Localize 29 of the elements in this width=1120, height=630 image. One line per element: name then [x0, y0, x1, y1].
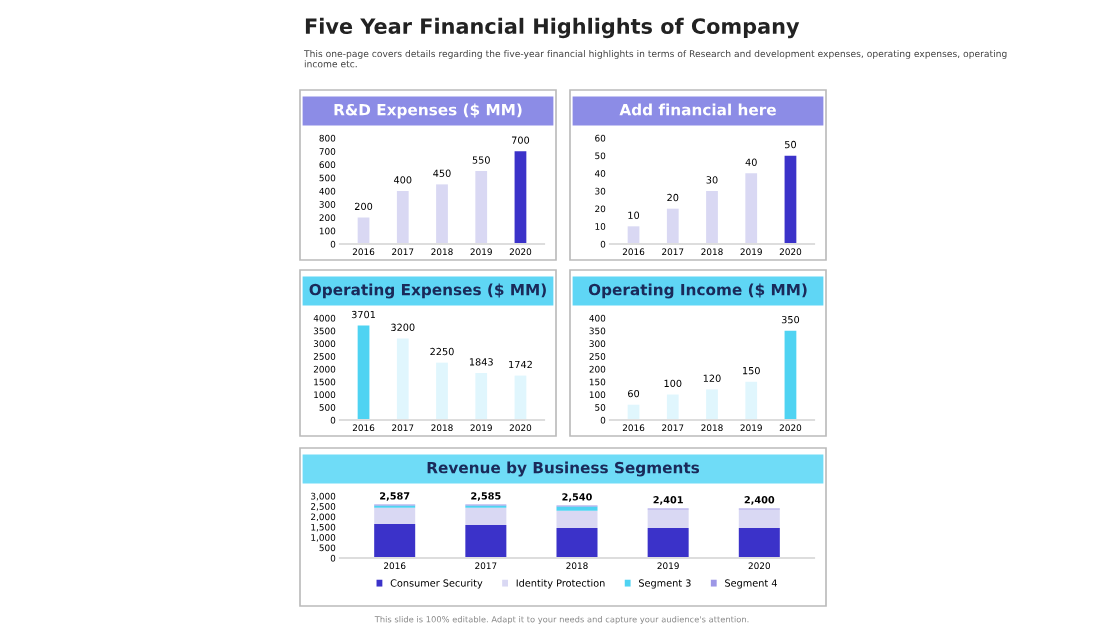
bar	[784, 155, 797, 244]
bar	[436, 184, 448, 244]
text: Five Year Financial Highlights of Company	[305, 17, 800, 39]
bar	[666, 208, 679, 244]
bar	[396, 338, 409, 420]
bar	[556, 528, 598, 558]
bar	[374, 523, 416, 558]
bar	[374, 507, 416, 524]
bar	[465, 524, 507, 558]
bar	[556, 510, 598, 529]
bar	[738, 528, 780, 558]
bar	[396, 191, 409, 244]
bar	[475, 171, 488, 244]
bar	[666, 394, 679, 420]
bar	[436, 362, 448, 420]
bar	[514, 151, 527, 244]
bar	[745, 173, 758, 244]
bar	[627, 226, 640, 244]
bar	[647, 509, 689, 529]
bar	[745, 381, 758, 420]
bar	[465, 507, 507, 525]
bar	[357, 325, 370, 420]
bar	[475, 373, 488, 420]
bar	[706, 191, 718, 244]
bar	[738, 509, 780, 529]
bar	[706, 389, 718, 420]
bar	[647, 528, 689, 558]
bar	[784, 330, 797, 420]
bar	[514, 375, 527, 420]
